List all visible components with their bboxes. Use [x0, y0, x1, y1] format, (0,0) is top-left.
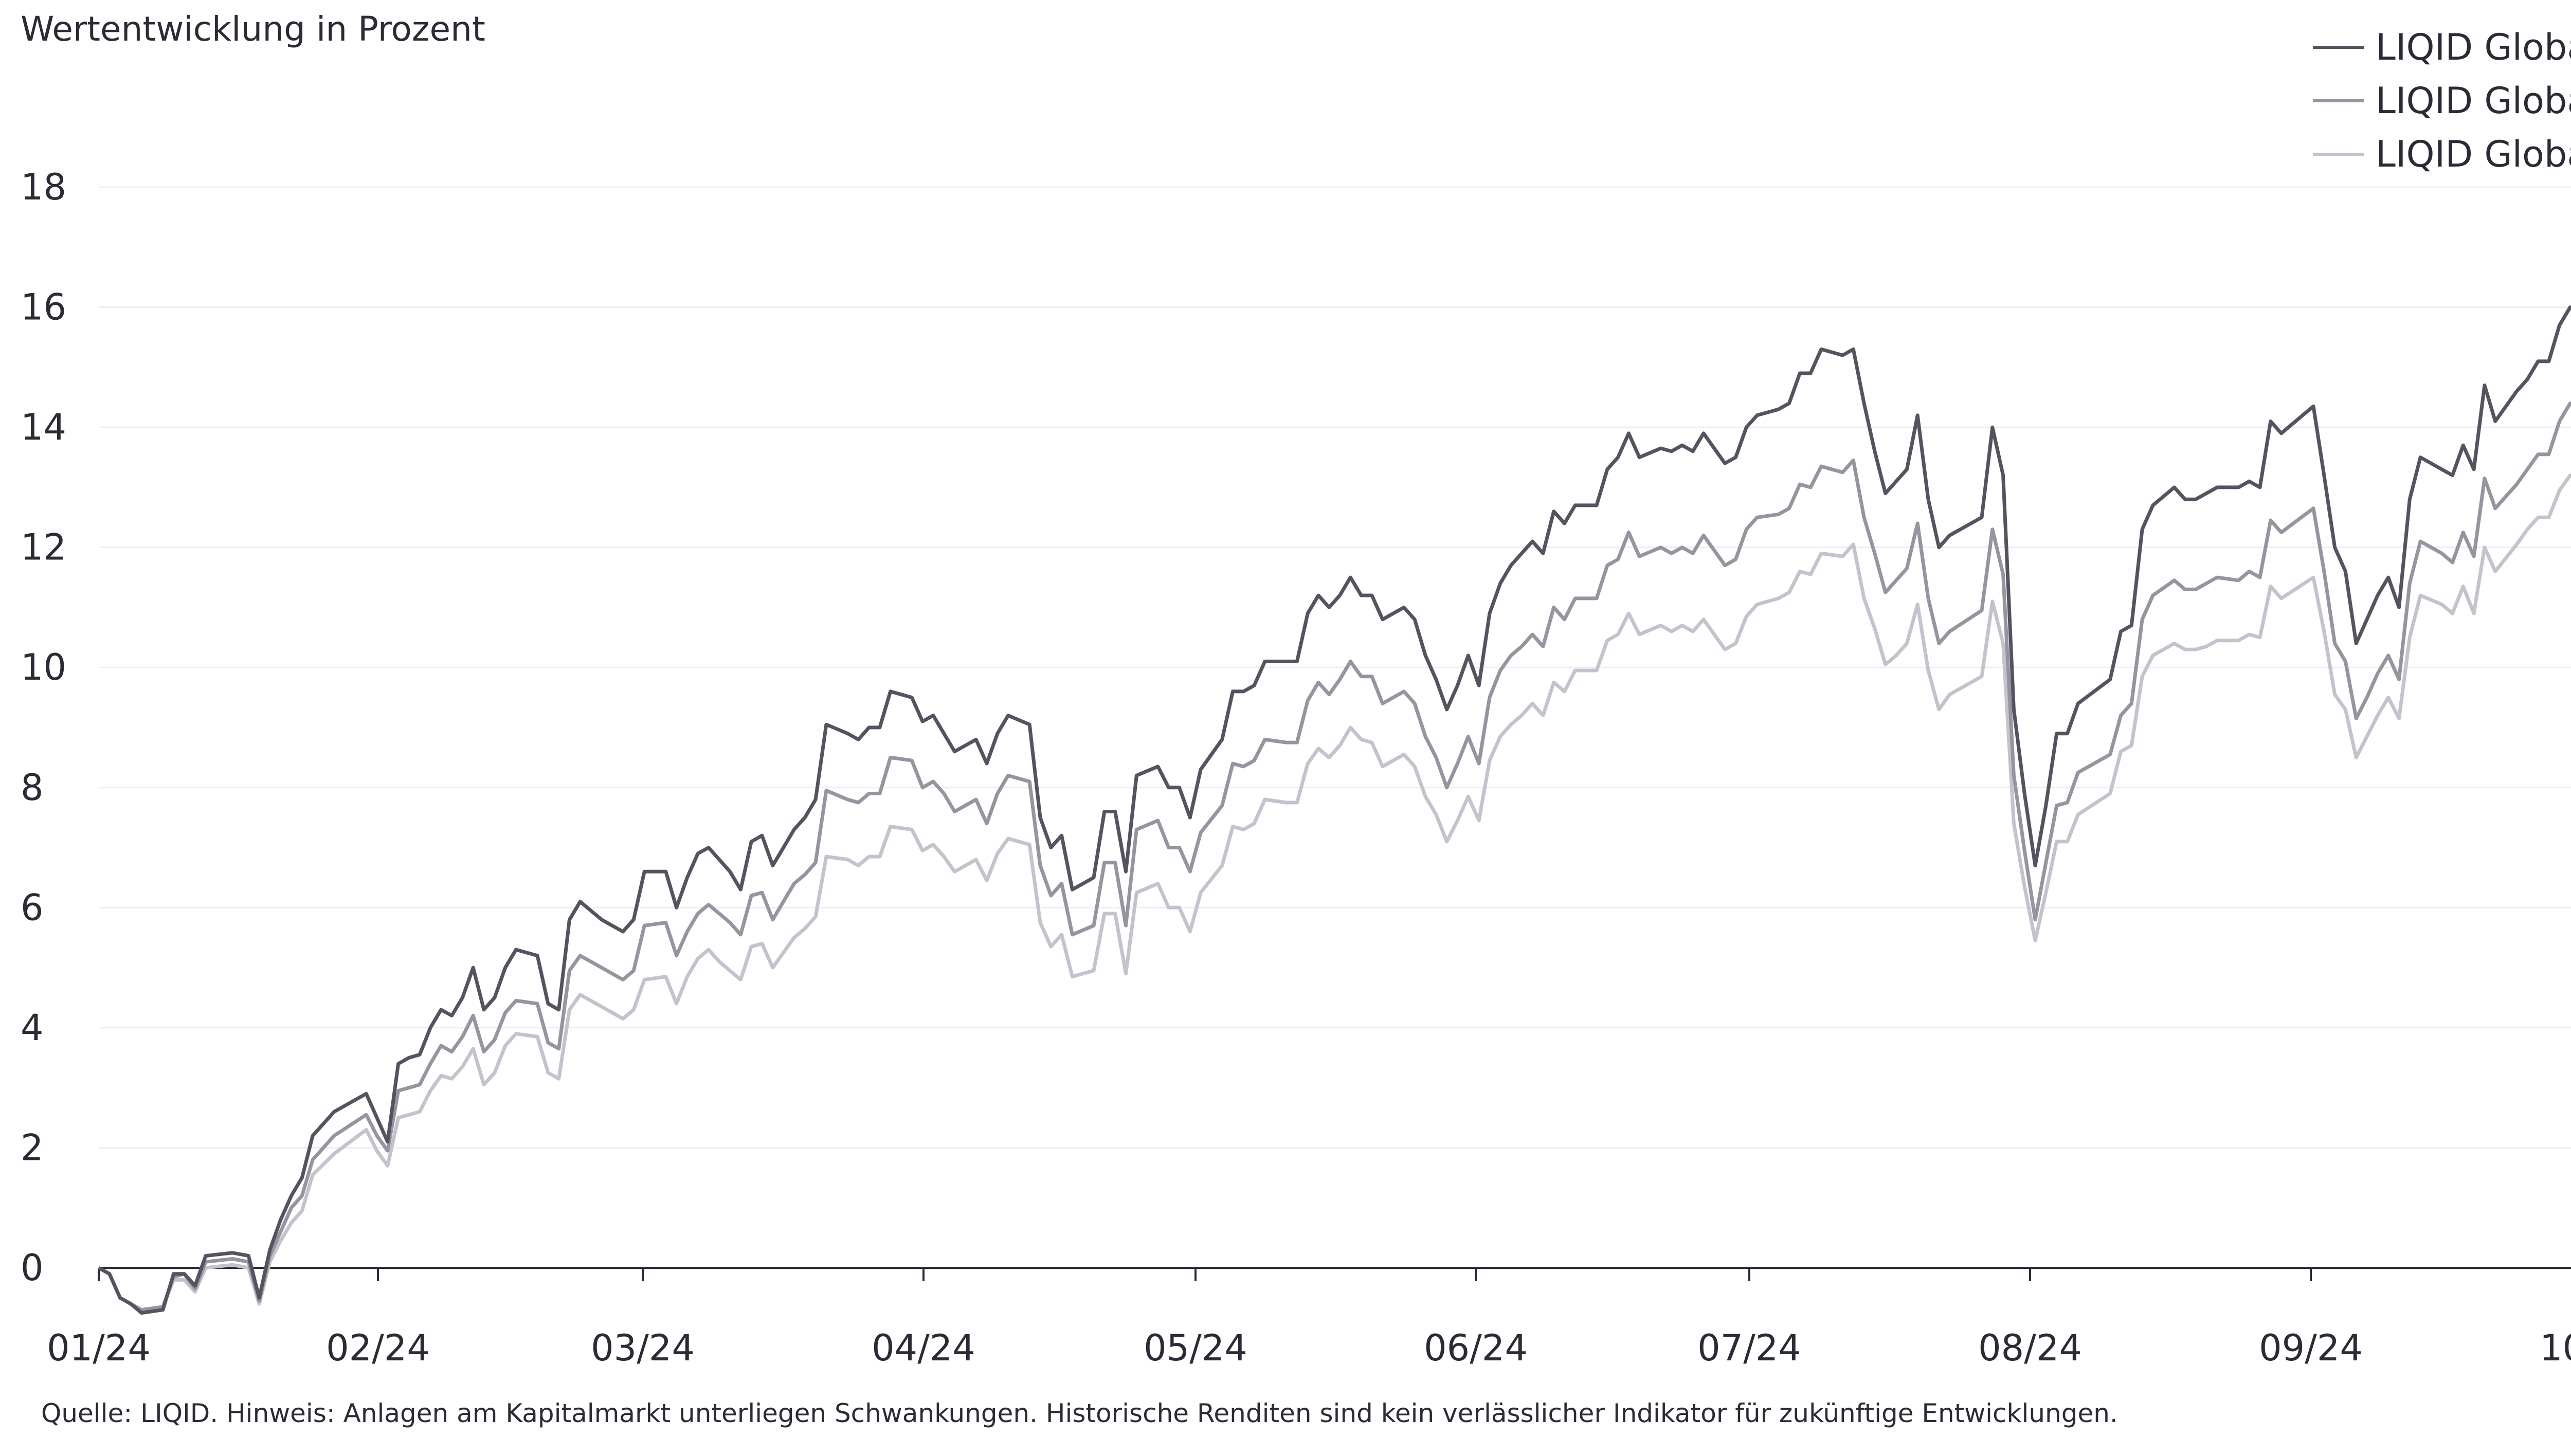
legend-label: LIQID Global 90	[2375, 26, 2571, 68]
legend-label: LIQID Global 80	[2375, 80, 2571, 122]
series-line-2	[98, 401, 2571, 1312]
y-tick-label: 2	[21, 1126, 44, 1169]
x-tick-label: 09/24	[2259, 1327, 2363, 1369]
legend-item: LIQID Global 90	[2312, 21, 2571, 74]
y-tick-label: 10	[21, 646, 66, 688]
source-note: Quelle: LIQID. Hinweis: Anlagen am Kapit…	[41, 1398, 2118, 1428]
legend-swatch	[2312, 99, 2364, 102]
y-tick-label: 0	[21, 1247, 44, 1289]
series-line-1	[98, 305, 2571, 1315]
legend-label: LIQID Global 70	[2375, 133, 2571, 175]
x-tick-label: 01/24	[47, 1327, 151, 1369]
legend-item: LIQID Global 80	[2312, 74, 2571, 128]
x-tick-label: 05/24	[1144, 1327, 1247, 1369]
y-tick-label: 8	[21, 767, 44, 809]
x-tick-label: 03/24	[591, 1327, 695, 1369]
y-tick-label: 16	[21, 286, 66, 329]
y-tick-label: 6	[21, 886, 44, 929]
y-tick-label: 14	[21, 406, 66, 448]
y-tick-label: 18	[21, 166, 66, 208]
series-line-3	[98, 474, 2571, 1312]
x-tick-label: 07/24	[1697, 1327, 1801, 1369]
x-tick-label: 08/24	[1978, 1327, 2082, 1369]
legend-swatch	[2312, 153, 2364, 156]
legend: LIQID Global 90 LIQID Global 80 LIQID Glob…	[2312, 21, 2571, 181]
x-tick-label: 10/24	[2540, 1327, 2571, 1369]
y-tick-label: 12	[21, 526, 66, 569]
x-tick-label: 02/24	[326, 1327, 430, 1369]
legend-swatch	[2312, 46, 2364, 49]
chart-title: Wertentwicklung in Prozent	[21, 9, 485, 49]
x-tick-label: 04/24	[872, 1327, 975, 1369]
y-tick-label: 4	[21, 1007, 44, 1049]
x-tick-label: 06/24	[1424, 1327, 1528, 1369]
legend-item: LIQID Global 70	[2312, 128, 2571, 181]
